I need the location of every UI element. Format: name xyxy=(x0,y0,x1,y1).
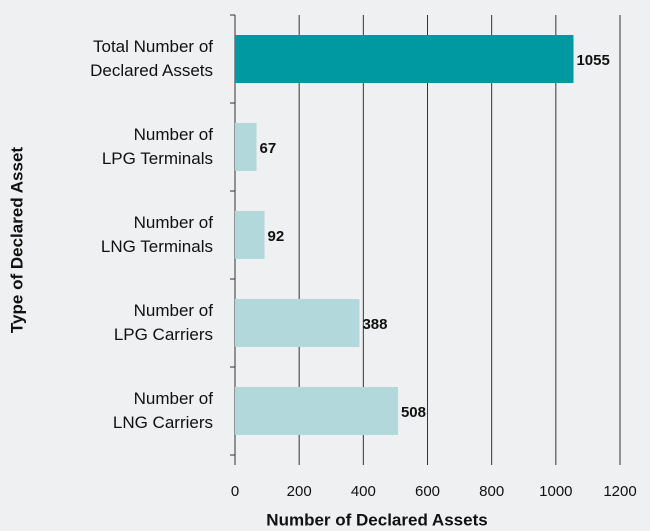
value-label: 1055 xyxy=(576,52,609,69)
y-tick-label: Number of LNG Carriers xyxy=(112,389,213,432)
value-label: 388 xyxy=(362,316,387,333)
y-tick-label: Number of LNG Terminals xyxy=(100,213,213,256)
bar xyxy=(235,35,574,83)
x-tick-label: 1200 xyxy=(603,483,636,500)
bar xyxy=(235,387,398,435)
x-tick-label: 800 xyxy=(479,483,504,500)
x-tick-label: 600 xyxy=(415,483,440,500)
value-label: 92 xyxy=(268,228,285,245)
bar xyxy=(235,299,360,347)
y-tick-label: Total Number of Declared Assets xyxy=(90,37,213,80)
x-tick-label: 200 xyxy=(287,483,312,500)
y-tick-label: Number of LPG Terminals xyxy=(101,125,213,168)
value-label: 508 xyxy=(401,404,426,421)
value-label: 67 xyxy=(259,140,276,157)
y-tick-label: Number of LPG Carriers xyxy=(113,301,213,344)
bar xyxy=(235,123,257,171)
y-axis-title: Type of Declared Asset xyxy=(7,147,26,333)
x-tick-label: 0 xyxy=(231,483,239,500)
bar xyxy=(235,211,265,259)
x-axis-title: Number of Declared Assets xyxy=(266,510,487,529)
x-tick-label: 400 xyxy=(351,483,376,500)
x-tick-label: 1000 xyxy=(539,483,572,500)
